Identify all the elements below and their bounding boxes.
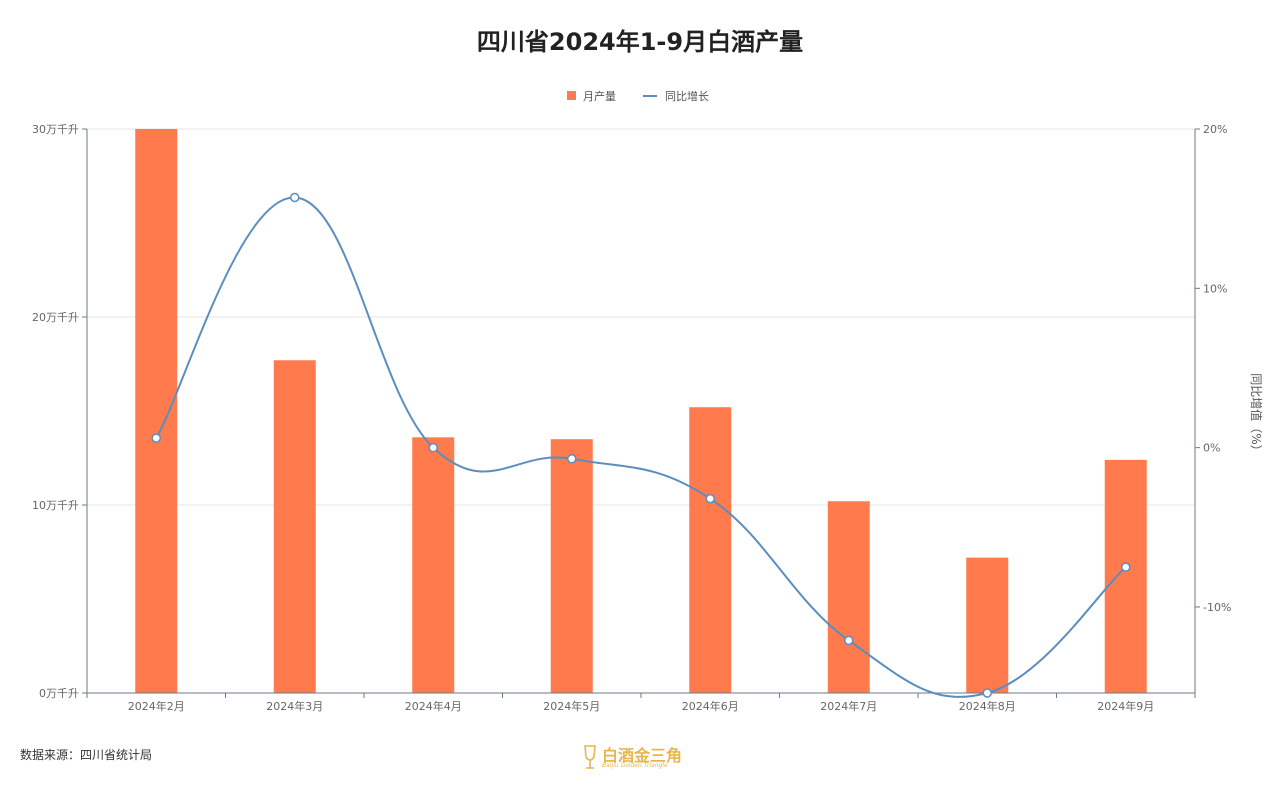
x-tick-label: 2024年2月 (128, 699, 185, 713)
y-right-tick-label: 20% (1203, 123, 1227, 136)
line-point (567, 454, 577, 464)
x-tick-label: 2024年4月 (405, 699, 462, 713)
line-point (151, 433, 161, 443)
bar (689, 407, 732, 693)
x-tick-label: 2024年5月 (543, 699, 600, 713)
footer-logo: 白酒金三角 Baijiu Golden Triangle (582, 741, 702, 775)
line-point (428, 442, 438, 453)
legend-line-label: 同比增长 (665, 89, 709, 103)
x-tick-label: 2024年6月 (682, 699, 739, 713)
legend-bar-swatch (567, 91, 576, 100)
y-right-tick-label: 10% (1203, 282, 1227, 295)
y-right-tick-label: -10% (1203, 601, 1231, 614)
line-point (982, 688, 992, 698)
y-left-tick-label: 0万千升 (39, 687, 79, 700)
bar (827, 501, 870, 693)
y-left-tick-label: 20万千升 (32, 311, 79, 324)
x-tick-label: 2024年8月 (959, 699, 1016, 713)
bar (273, 360, 316, 693)
line-point (844, 635, 854, 646)
y-right-axis-title: 同比增值（%） (1249, 373, 1264, 456)
line-point (290, 192, 300, 203)
source-note: 数据来源：四川省统计局 (20, 748, 153, 762)
bar (412, 437, 455, 693)
bar (966, 557, 1009, 693)
bar (1104, 459, 1147, 693)
bar (135, 129, 178, 693)
y-left-tick-label: 10万千升 (32, 499, 79, 512)
bar (550, 439, 593, 693)
x-tick-label: 2024年9月 (1097, 699, 1154, 713)
x-tick-label: 2024年7月 (820, 699, 877, 713)
logo-text: 白酒金三角 (602, 746, 683, 765)
line-point (1121, 562, 1131, 572)
legend-bar-label: 月产量 (583, 89, 616, 103)
chart-title: 四川省2024年1-9月白酒产量 (476, 28, 804, 56)
y-left-tick-label: 30万千升 (32, 123, 79, 136)
line-point (705, 493, 715, 504)
logo-mark-icon (584, 745, 596, 769)
y-right-tick-label: 0% (1203, 442, 1220, 455)
logo-subtext: Baijiu Golden Triangle (602, 762, 668, 769)
x-tick-label: 2024年3月 (266, 699, 323, 713)
